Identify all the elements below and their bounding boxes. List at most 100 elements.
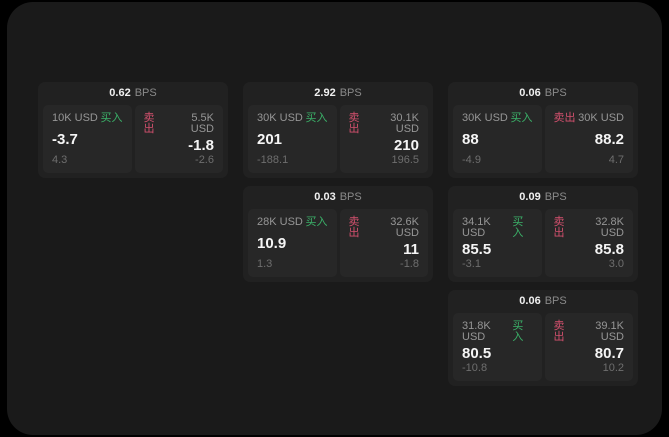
buy-tile-header: 34.1K USD 买入 xyxy=(462,217,533,239)
sell-tile-header: 卖出 5.5K USD xyxy=(144,113,215,135)
buy-side-label: 买入 xyxy=(305,112,328,124)
sell-quote-tile[interactable]: 卖出 30.1K USD 210 196.5 xyxy=(339,105,428,173)
card-header: 0.06 BPS xyxy=(448,290,638,313)
buy-change: -4.9 xyxy=(462,154,481,166)
buy-quote-tile[interactable]: 34.1K USD 买入 85.5 -3.1 xyxy=(453,209,542,277)
sell-side-label: 卖出 xyxy=(553,320,565,343)
buy-side-label: 买入 xyxy=(512,320,524,343)
sell-side-label: 卖出 xyxy=(348,112,360,135)
quote-card: 0.62 BPS 10K USD 买入 -3.7 4.3 卖出 5.5K USD… xyxy=(38,82,228,178)
buy-tile-header: 30K USD 买入 xyxy=(462,113,533,124)
sell-quote-tile[interactable]: 卖出 32.6K USD 11 -1.8 xyxy=(339,209,428,277)
card-header: 0.62 BPS xyxy=(38,82,228,105)
sell-side-label: 卖出 xyxy=(143,112,155,135)
sell-price: 11 xyxy=(403,240,419,258)
card-body: 10K USD 买入 -3.7 4.3 卖出 5.5K USD -1.8 -2.… xyxy=(38,105,228,178)
buy-tile-header: 10K USD 买入 xyxy=(52,113,123,124)
card-body: 30K USD 买入 201 -188.1 卖出 30.1K USD 210 1… xyxy=(243,105,433,178)
sell-side-label: 卖出 xyxy=(553,112,576,124)
sell-change: 3.0 xyxy=(608,258,624,270)
sell-change: 4.7 xyxy=(608,154,624,166)
buy-price: -3.7 xyxy=(52,131,78,148)
buy-tile-header: 31.8K USD 买入 xyxy=(462,321,533,343)
sell-volume: 32.8K USD xyxy=(595,216,624,239)
sell-price: -1.8 xyxy=(188,136,214,154)
card-header: 0.09 BPS xyxy=(448,186,638,209)
sell-volume: 32.6K USD xyxy=(390,216,419,239)
bps-value: 0.06 xyxy=(519,87,541,99)
buy-price: 10.9 xyxy=(257,235,287,252)
sell-price: 80.7 xyxy=(594,344,624,362)
buy-side-label: 买入 xyxy=(512,216,524,239)
buy-quote-tile[interactable]: 28K USD 买入 10.9 1.3 xyxy=(248,209,337,277)
sell-volume: 30K USD xyxy=(578,112,624,124)
buy-side-label: 买入 xyxy=(305,216,328,228)
card-body: 34.1K USD 买入 85.5 -3.1 卖出 32.8K USD 85.8… xyxy=(448,209,638,282)
bps-value: 0.03 xyxy=(314,191,336,203)
buy-volume: 30K USD xyxy=(462,112,508,124)
app-panel: 0.62 BPS 10K USD 买入 -3.7 4.3 卖出 5.5K USD… xyxy=(7,2,662,435)
buy-quote-tile[interactable]: 31.8K USD 买入 80.5 -10.8 xyxy=(453,313,542,381)
buy-quote-tile[interactable]: 10K USD 买入 -3.7 4.3 xyxy=(43,105,132,173)
sell-quote-tile[interactable]: 卖出 30K USD 88.2 4.7 xyxy=(544,105,633,173)
card-body: 31.8K USD 买入 80.5 -10.8 卖出 39.1K USD 80.… xyxy=(448,313,638,386)
quote-card: 0.06 BPS 30K USD 买入 88 -4.9 卖出 30K USD 8… xyxy=(448,82,638,178)
quote-card: 2.92 BPS 30K USD 买入 201 -188.1 卖出 30.1K … xyxy=(243,82,433,178)
bps-unit-label: BPS xyxy=(544,295,567,307)
sell-tile-header: 卖出 30K USD xyxy=(554,113,625,124)
card-header: 0.03 BPS xyxy=(243,186,433,209)
quote-cards-grid: 0.62 BPS 10K USD 买入 -3.7 4.3 卖出 5.5K USD… xyxy=(38,82,638,386)
buy-change: 1.3 xyxy=(257,258,273,270)
sell-change: -2.6 xyxy=(195,154,214,166)
bps-unit-label: BPS xyxy=(544,191,567,203)
sell-change: -1.8 xyxy=(400,258,419,270)
buy-price: 85.5 xyxy=(462,240,492,258)
buy-tile-header: 28K USD 买入 xyxy=(257,217,328,228)
bps-value: 0.09 xyxy=(519,191,541,203)
sell-quote-tile[interactable]: 卖出 39.1K USD 80.7 10.2 xyxy=(544,313,633,381)
sell-quote-tile[interactable]: 卖出 32.8K USD 85.8 3.0 xyxy=(544,209,633,277)
sell-price: 210 xyxy=(393,136,419,154)
sell-tile-header: 卖出 32.8K USD xyxy=(554,217,625,239)
card-header: 2.92 BPS xyxy=(243,82,433,105)
buy-change: -10.8 xyxy=(462,362,488,374)
buy-quote-tile[interactable]: 30K USD 买入 201 -188.1 xyxy=(248,105,337,173)
sell-change: 196.5 xyxy=(391,154,419,166)
sell-tile-header: 卖出 39.1K USD xyxy=(554,321,625,343)
buy-price: 201 xyxy=(257,131,283,148)
sell-price: 88.2 xyxy=(594,131,624,148)
sell-volume: 5.5K USD xyxy=(190,112,214,135)
buy-volume: 28K USD xyxy=(257,216,303,228)
card-body: 30K USD 买入 88 -4.9 卖出 30K USD 88.2 4.7 xyxy=(448,105,638,178)
buy-change: -188.1 xyxy=(257,154,289,166)
sell-volume: 39.1K USD xyxy=(595,320,624,343)
buy-side-label: 买入 xyxy=(510,112,533,124)
sell-price: 85.8 xyxy=(594,240,624,258)
bps-unit-label: BPS xyxy=(339,191,362,203)
buy-quote-tile[interactable]: 30K USD 买入 88 -4.9 xyxy=(453,105,542,173)
buy-price: 88 xyxy=(462,131,479,148)
sell-volume: 30.1K USD xyxy=(390,112,419,135)
bps-value: 2.92 xyxy=(314,87,336,99)
quote-card: 0.06 BPS 31.8K USD 买入 80.5 -10.8 卖出 39.1… xyxy=(448,290,638,386)
buy-change: -3.1 xyxy=(462,258,481,270)
bps-unit-label: BPS xyxy=(339,87,362,99)
buy-volume: 10K USD xyxy=(52,112,98,124)
buy-price: 80.5 xyxy=(462,344,492,362)
sell-tile-header: 卖出 32.6K USD xyxy=(349,217,420,239)
buy-volume: 30K USD xyxy=(257,112,303,124)
buy-change: 4.3 xyxy=(52,154,68,166)
bps-value: 0.06 xyxy=(519,295,541,307)
sell-quote-tile[interactable]: 卖出 5.5K USD -1.8 -2.6 xyxy=(134,105,223,173)
sell-tile-header: 卖出 30.1K USD xyxy=(349,113,420,135)
card-body: 28K USD 买入 10.9 1.3 卖出 32.6K USD 11 -1.8 xyxy=(243,209,433,282)
sell-side-label: 卖出 xyxy=(348,216,360,239)
buy-tile-header: 30K USD 买入 xyxy=(257,113,328,124)
quote-card: 0.03 BPS 28K USD 买入 10.9 1.3 卖出 32.6K US… xyxy=(243,186,433,282)
bps-value: 0.62 xyxy=(109,87,131,99)
card-header: 0.06 BPS xyxy=(448,82,638,105)
buy-volume: 31.8K USD xyxy=(462,320,491,343)
buy-side-label: 买入 xyxy=(100,112,123,124)
quote-card: 0.09 BPS 34.1K USD 买入 85.5 -3.1 卖出 32.8K… xyxy=(448,186,638,282)
bps-unit-label: BPS xyxy=(134,87,157,99)
